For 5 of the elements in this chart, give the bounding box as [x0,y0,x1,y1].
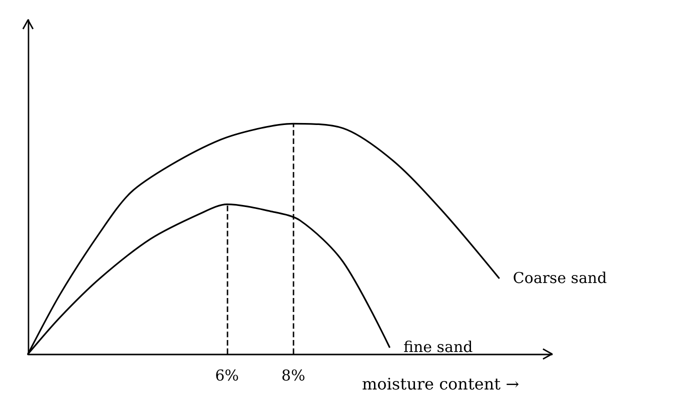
x-tick-label: 6% [215,366,239,384]
x-tick-label: 8% [281,366,306,384]
series-label: Coarse sand [512,268,608,287]
series-label: fine sand [403,338,474,356]
x-axis-title: moisture content → [362,374,520,394]
